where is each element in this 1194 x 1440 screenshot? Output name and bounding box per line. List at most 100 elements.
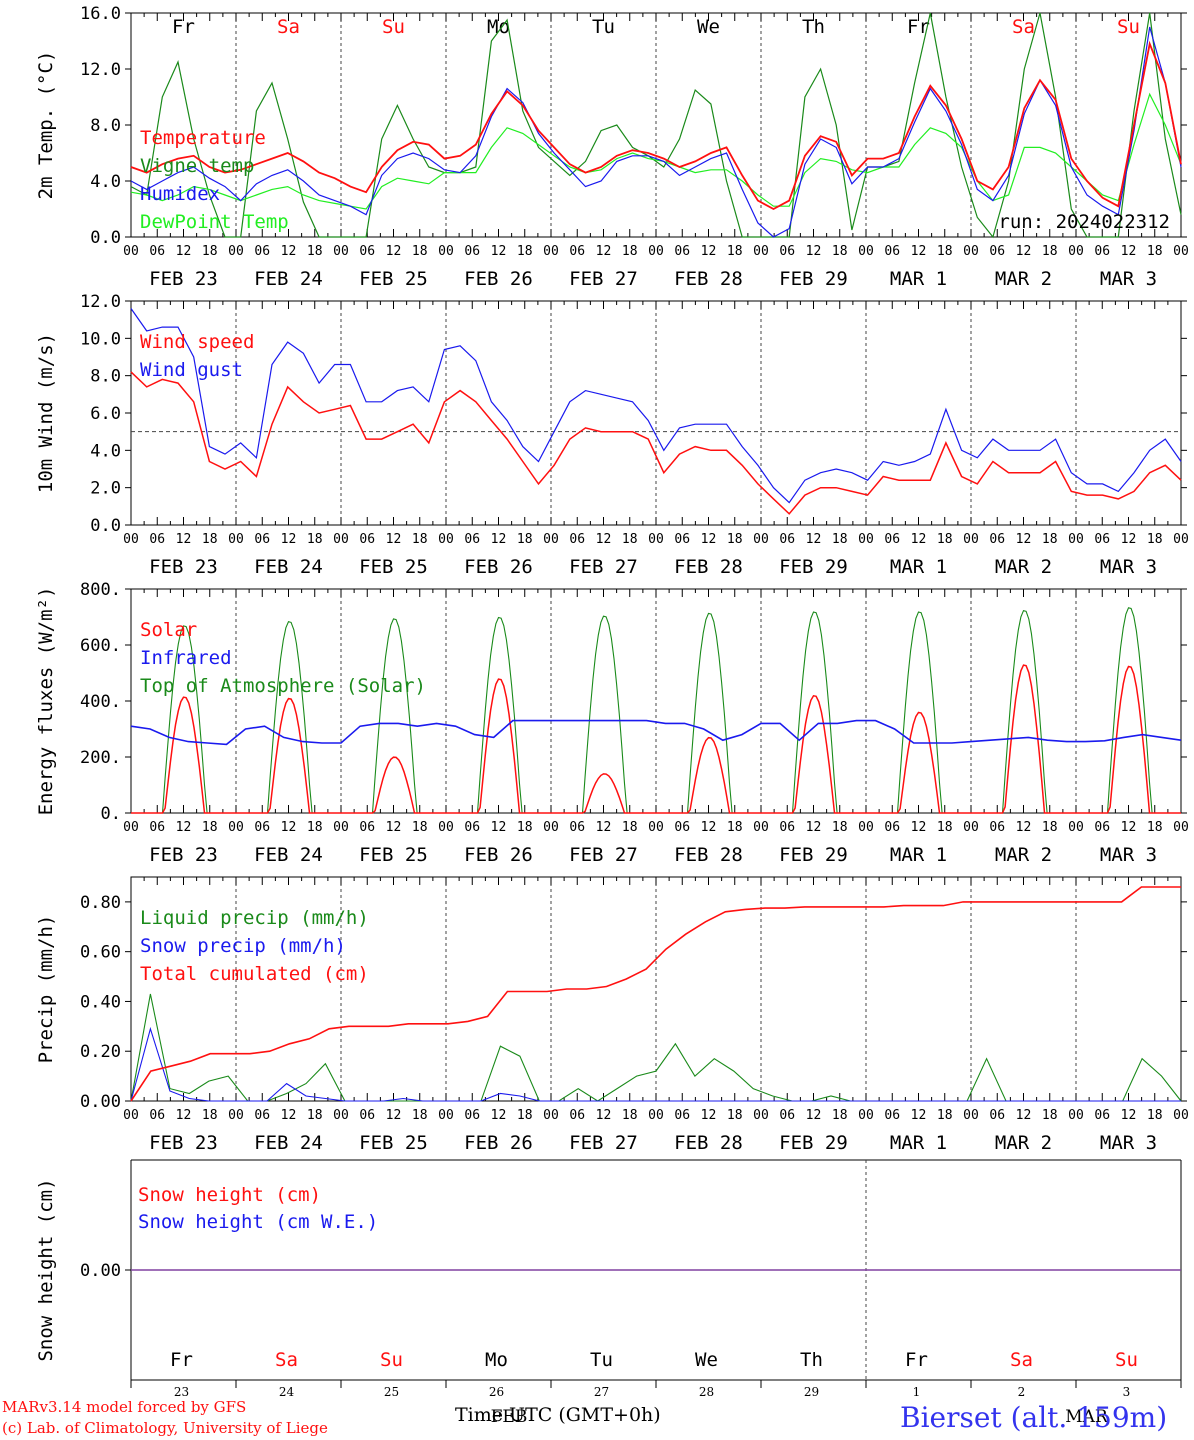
hour-tick-label: 18 xyxy=(202,244,218,259)
hour-tick-label: 00 xyxy=(438,244,454,259)
series-vigne-temp xyxy=(130,12,1182,239)
date-label: MAR 1 xyxy=(890,844,947,866)
hour-tick-label: 00 xyxy=(1173,532,1189,547)
hour-tick-label: 12 xyxy=(176,1108,192,1123)
date-label: FEB 25 xyxy=(359,556,428,578)
hour-tick-label: 00 xyxy=(1173,1108,1189,1123)
hour-tick-label: 18 xyxy=(727,820,743,835)
hour-tick-label: 06 xyxy=(359,820,375,835)
hour-tick-label: 12 xyxy=(176,820,192,835)
hour-tick-label: 12 xyxy=(491,244,507,259)
hour-tick-label: 06 xyxy=(464,244,480,259)
date-label: FEB 28 xyxy=(674,1132,743,1154)
day-name: Sa xyxy=(1010,1349,1033,1371)
hour-tick-label: 18 xyxy=(1042,532,1058,547)
hour-tick-label: 12 xyxy=(806,820,822,835)
hour-tick-label: 00 xyxy=(753,820,769,835)
date-label: FEB 24 xyxy=(254,556,323,578)
day-number: 3 xyxy=(1123,1385,1131,1399)
hour-tick-label: 06 xyxy=(569,820,585,835)
date-label: FEB 24 xyxy=(254,844,323,866)
hour-tick-label: 06 xyxy=(149,532,165,547)
hour-tick-label: 12 xyxy=(491,1108,507,1123)
date-label: MAR 2 xyxy=(995,556,1052,578)
y-tick-label: 0.0 xyxy=(90,516,121,536)
hour-tick-label: 00 xyxy=(858,1108,874,1123)
series-wind-speed xyxy=(130,371,1182,515)
y-axis-label: Snow height (cm) xyxy=(35,1178,57,1361)
hour-tick-label: 12 xyxy=(701,532,717,547)
hour-tick-label: 00 xyxy=(963,1108,979,1123)
hour-tick-label: 18 xyxy=(412,820,428,835)
y-axis-label: Precip (mm/h) xyxy=(35,915,57,1064)
date-label: MAR 2 xyxy=(995,844,1052,866)
hour-tick-label: 06 xyxy=(884,244,900,259)
hour-tick-label: 18 xyxy=(1042,1108,1058,1123)
series-temperature xyxy=(130,40,1182,211)
hour-tick-label: 06 xyxy=(254,244,270,259)
hour-tick-label: 18 xyxy=(937,532,953,547)
hour-tick-label: 00 xyxy=(963,244,979,259)
date-label: FEB 23 xyxy=(149,268,218,290)
hour-tick-label: 00 xyxy=(1173,244,1189,259)
hour-tick-label: 00 xyxy=(648,820,664,835)
month-label: FEB xyxy=(491,1407,528,1427)
y-tick-label: 0.40 xyxy=(80,992,121,1012)
hour-tick-label: 18 xyxy=(517,1108,533,1123)
day-number: 27 xyxy=(594,1385,609,1399)
hour-tick-label: 00 xyxy=(333,1108,349,1123)
series-dewpoint-temp xyxy=(130,92,1182,210)
hour-tick-label: 18 xyxy=(937,244,953,259)
hour-tick-label: 12 xyxy=(386,244,402,259)
hour-tick-label: 06 xyxy=(989,532,1005,547)
hour-tick-label: 12 xyxy=(176,244,192,259)
day-number: 24 xyxy=(279,1385,295,1399)
series-humidex xyxy=(130,26,1182,238)
date-label: MAR 2 xyxy=(995,268,1052,290)
hour-tick-label: 06 xyxy=(149,1108,165,1123)
hour-tick-label: 18 xyxy=(1147,1108,1163,1123)
date-label: MAR 3 xyxy=(1100,1132,1157,1154)
y-tick-label: 600. xyxy=(80,636,121,656)
legend-entry: Wind gust xyxy=(140,359,243,381)
hour-tick-label: 06 xyxy=(989,820,1005,835)
hour-tick-label: 12 xyxy=(806,1108,822,1123)
y-tick-label: 10.0 xyxy=(80,329,121,349)
hour-tick-label: 06 xyxy=(674,532,690,547)
y-tick-label: 4.0 xyxy=(90,172,121,192)
hour-tick-label: 00 xyxy=(753,244,769,259)
legend-entry: Humidex xyxy=(140,183,220,205)
hour-tick-label: 00 xyxy=(123,1108,139,1123)
hour-tick-label: 00 xyxy=(333,532,349,547)
y-tick-label: 0.00 xyxy=(80,1261,121,1281)
hour-tick-label: 18 xyxy=(622,244,638,259)
hour-tick-label: 12 xyxy=(596,820,612,835)
y-tick-label: 6.0 xyxy=(90,404,121,424)
series-solar xyxy=(131,664,1181,814)
date-label: FEB 29 xyxy=(779,556,848,578)
hour-tick-label: 06 xyxy=(254,820,270,835)
hour-tick-label: 12 xyxy=(1016,1108,1032,1123)
series-infrared xyxy=(130,719,1182,746)
hour-tick-label: 00 xyxy=(753,532,769,547)
hour-tick-label: 18 xyxy=(412,1108,428,1123)
hour-tick-label: 06 xyxy=(884,820,900,835)
hour-tick-label: 18 xyxy=(727,1108,743,1123)
y-tick-label: 0.20 xyxy=(80,1042,121,1062)
y-axis-label: 10m Wind (m/s) xyxy=(35,333,57,493)
date-label: FEB 26 xyxy=(464,844,533,866)
day-name: Su xyxy=(1117,16,1140,38)
hour-tick-label: 00 xyxy=(543,1108,559,1123)
hour-tick-label: 18 xyxy=(832,244,848,259)
hour-tick-label: 06 xyxy=(464,1108,480,1123)
day-name: We xyxy=(697,16,720,38)
hour-tick-label: 06 xyxy=(359,532,375,547)
hour-tick-label: 06 xyxy=(779,532,795,547)
hour-tick-label: 12 xyxy=(596,532,612,547)
hour-tick-label: 12 xyxy=(911,820,927,835)
hour-tick-label: 00 xyxy=(1068,1108,1084,1123)
hour-tick-label: 12 xyxy=(176,532,192,547)
date-label: FEB 27 xyxy=(569,1132,638,1154)
hour-tick-label: 18 xyxy=(202,532,218,547)
